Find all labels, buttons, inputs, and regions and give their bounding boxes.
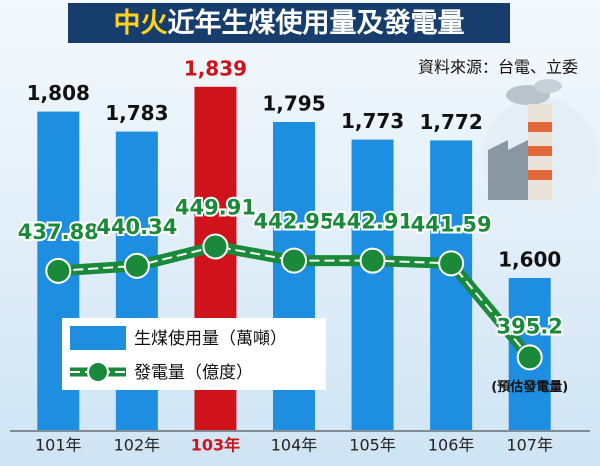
bar-value-label: 1,772 (420, 110, 483, 134)
line-value-label: 395.2 (496, 314, 562, 338)
line-marker (438, 250, 465, 277)
line-value-label: 437.88 (18, 220, 99, 244)
line-marker (123, 252, 150, 279)
bar-value-label: 1,795 (262, 92, 325, 116)
legend-swatch-marker (87, 361, 109, 383)
bar-value-label: 1,808 (27, 81, 90, 105)
legend: 生煤使用量（萬噸） 發電量（億度） (62, 318, 326, 390)
legend-label: 生煤使用量（萬噸） (134, 328, 287, 349)
chart-title: 中火近年生煤使用量及發電量 (114, 7, 465, 39)
x-tick-label: 101年 (35, 436, 82, 455)
line-marker (281, 247, 307, 274)
legend-label: 發電量（億度） (134, 363, 253, 383)
x-tick-label: 103年 (191, 436, 240, 455)
source: 資料來源：台電、立委 (418, 58, 578, 77)
line-value-label: 441.59 (411, 212, 492, 236)
bar-value-label: 1,839 (184, 56, 247, 80)
line-marker (202, 233, 229, 260)
line-marker (359, 247, 386, 274)
bar (351, 139, 394, 430)
x-tick-label: 105年 (349, 436, 396, 455)
annotation: (預估發電量) (491, 379, 568, 395)
bar-value-label: 1,600 (498, 248, 561, 272)
bar-value-label: 1,773 (341, 109, 404, 133)
line-value-label: 440.34 (96, 215, 177, 239)
line-value-label: 449.91 (175, 195, 256, 219)
x-tick-label: 104年 (271, 436, 318, 455)
bar-value-label: 1,783 (105, 101, 168, 125)
line-value-label: 442.91 (332, 210, 413, 234)
x-tick-label: 106年 (428, 436, 475, 455)
title-box (68, 3, 510, 43)
line-value-label: 442.95 (253, 210, 334, 234)
line-marker (45, 257, 72, 284)
factory-icon (482, 79, 598, 213)
line-marker (516, 344, 543, 371)
legend-swatch-bar (70, 326, 126, 350)
x-tick-label: 107年 (506, 436, 553, 455)
x-tick-label: 102年 (114, 436, 161, 455)
